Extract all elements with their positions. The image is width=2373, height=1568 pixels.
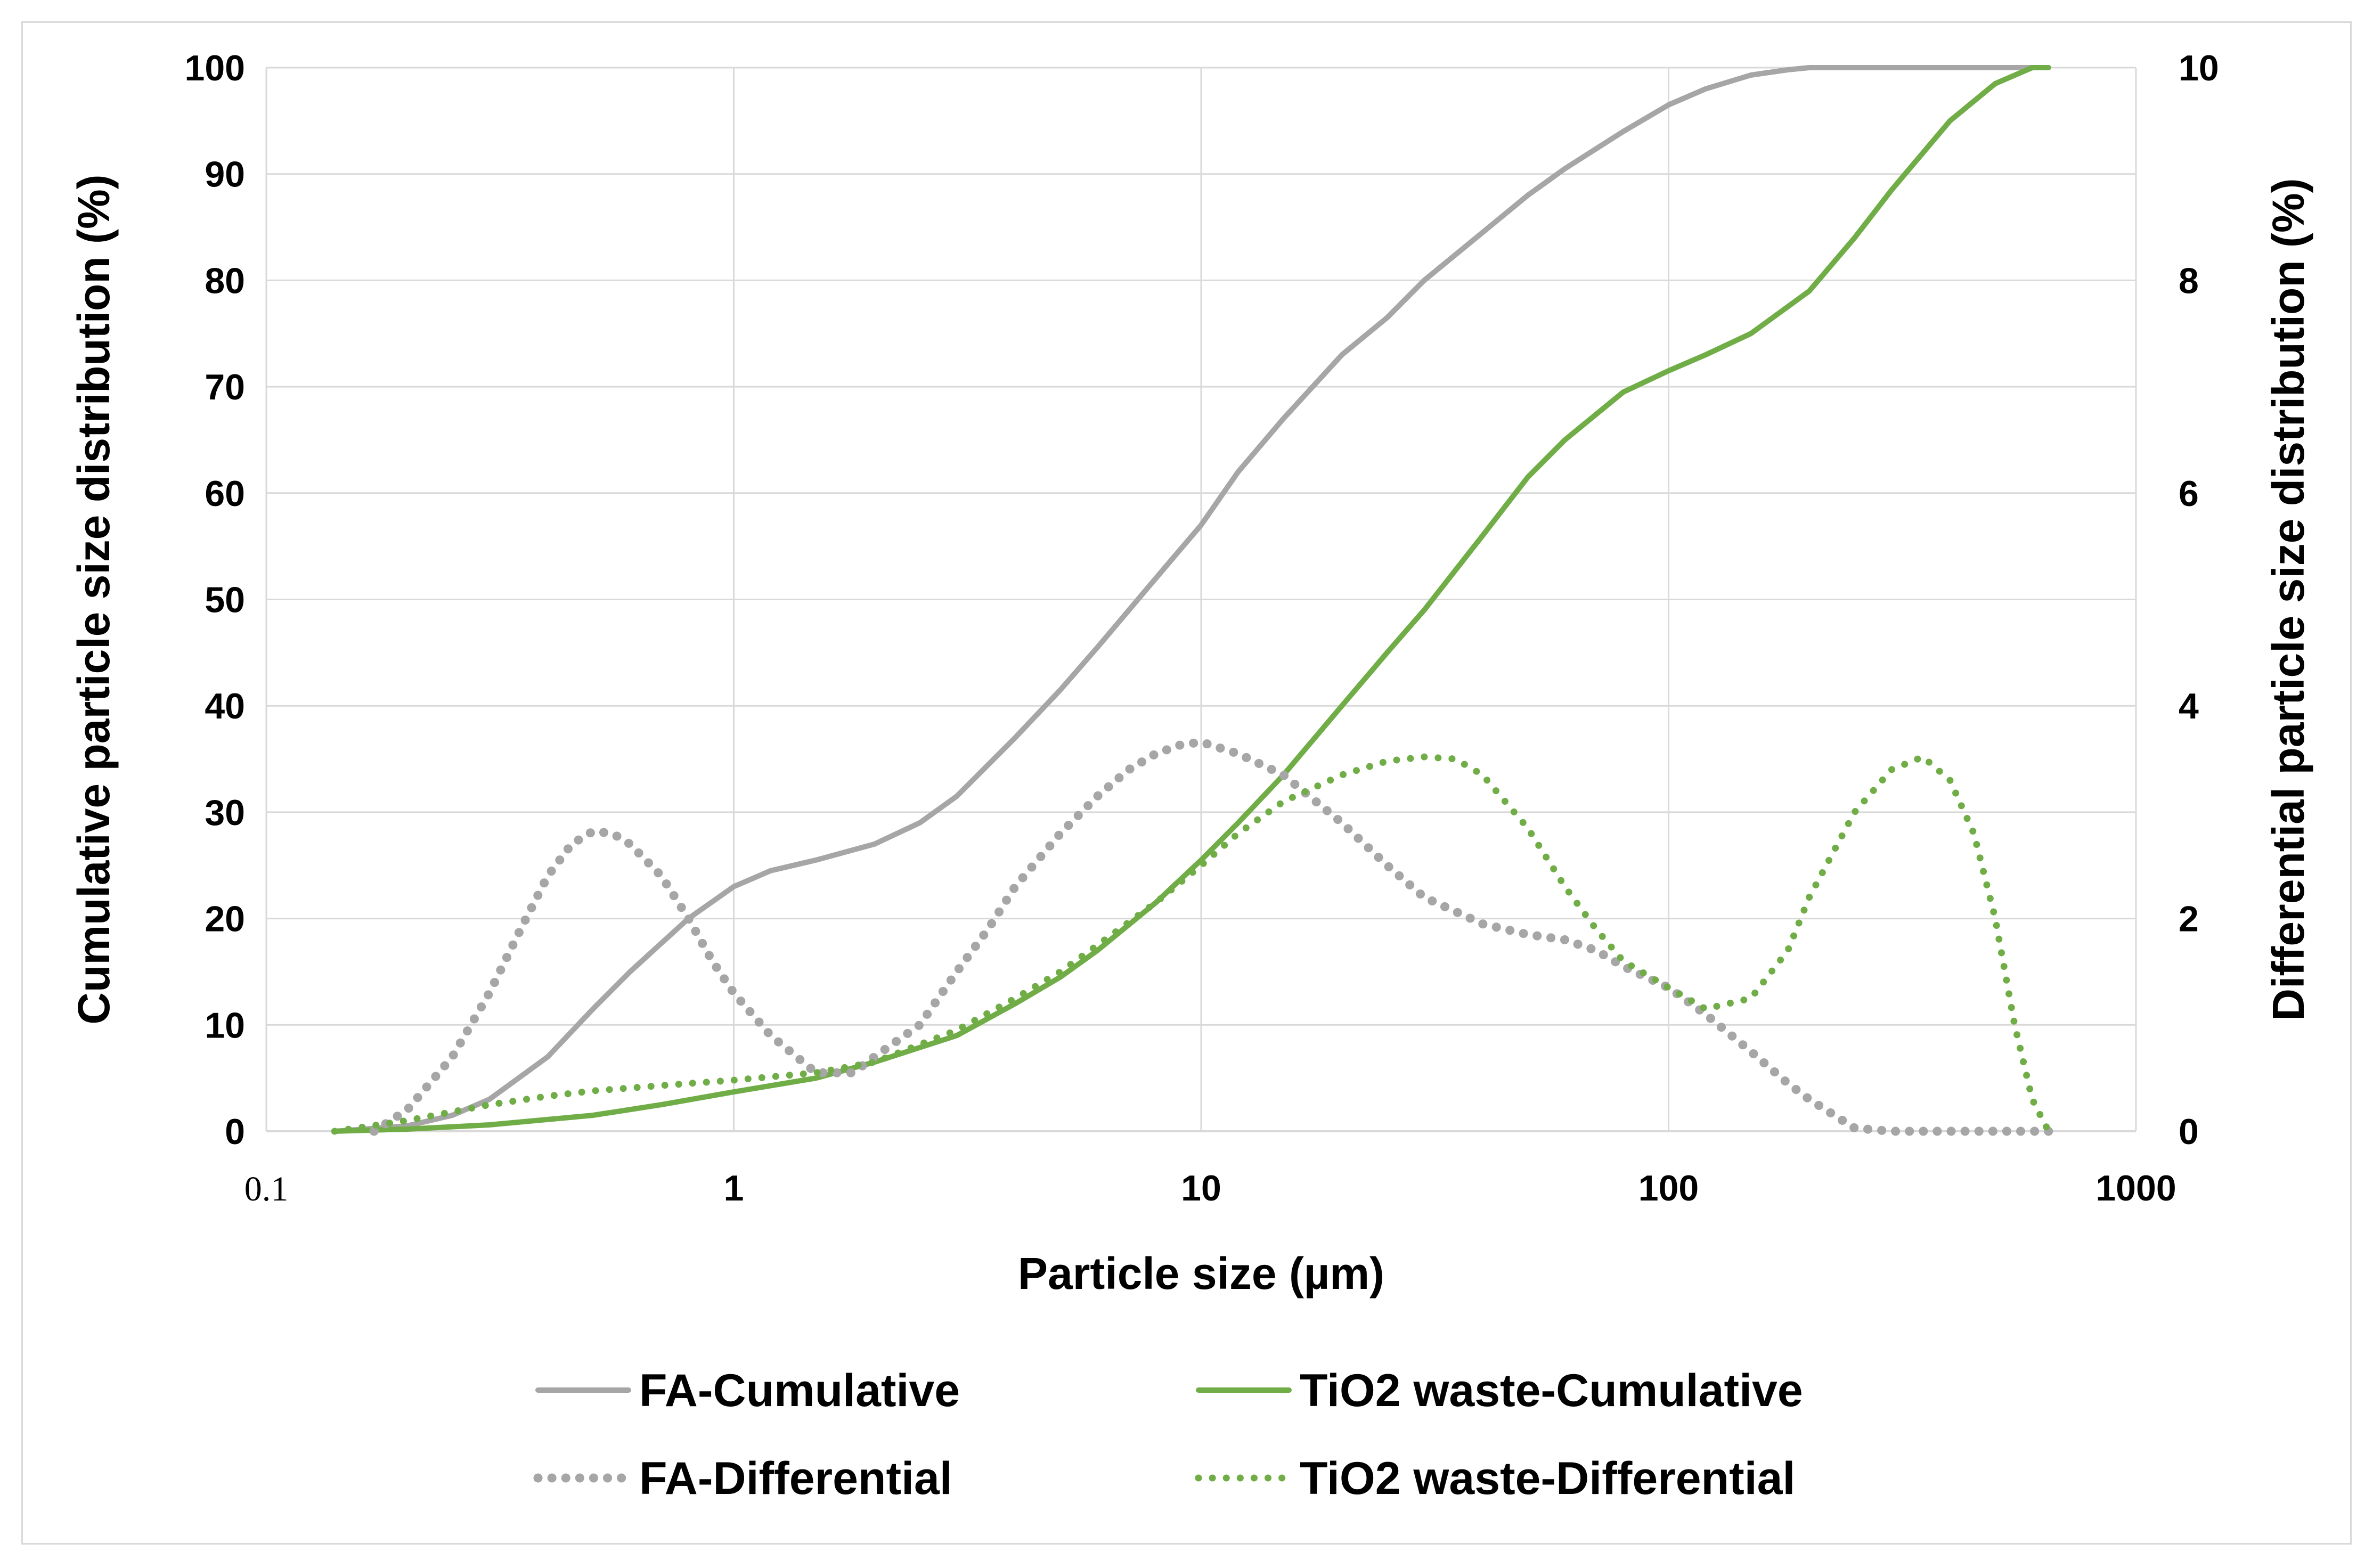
x-tick-label: 100 bbox=[1638, 1168, 1699, 1208]
y-tick-label: 90 bbox=[205, 154, 245, 195]
gridlines bbox=[266, 67, 2136, 1131]
y2-tick-label: 0 bbox=[2179, 1112, 2199, 1152]
legend-item-tio2-differential: TiO2 waste-Differential bbox=[1195, 1453, 1795, 1504]
y-tick-label: 20 bbox=[205, 899, 245, 940]
y-tick-label: 40 bbox=[205, 686, 245, 726]
legend-label-fa-differential: FA-Differential bbox=[639, 1453, 952, 1504]
legend-label-tio2-cumulative: TiO2 waste-Cumulative bbox=[1300, 1365, 1803, 1416]
y2-tick-label: 10 bbox=[2179, 48, 2219, 88]
x-tick-label: 10 bbox=[1181, 1168, 1221, 1208]
y2-tick-label: 4 bbox=[2179, 686, 2199, 726]
y2-tick-label: 2 bbox=[2179, 899, 2199, 940]
legend: FA-Cumulative TiO2 waste-Cumulative FA-D… bbox=[533, 1365, 1803, 1504]
y-tick-label: 60 bbox=[205, 473, 245, 514]
x-axis-title: Particle size (µm) bbox=[1018, 1248, 1384, 1298]
chart-frame bbox=[21, 21, 2352, 1545]
x-tick-label: 1 bbox=[724, 1168, 744, 1208]
y2-tick-label: 8 bbox=[2179, 260, 2199, 301]
series-line-fa-differential bbox=[369, 737, 2053, 1136]
y2-axis-title: Differential particle size distribution … bbox=[2263, 178, 2313, 1020]
y-tick-label: 50 bbox=[205, 580, 245, 620]
y-tick-label: 0 bbox=[225, 1112, 245, 1152]
legend-item-fa-differential: FA-Differential bbox=[533, 1453, 952, 1504]
series-line-fa-cumulative bbox=[332, 65, 2051, 1134]
series-lines bbox=[331, 65, 2053, 1136]
y2-tick-label: 6 bbox=[2179, 473, 2199, 514]
legend-label-tio2-differential: TiO2 waste-Differential bbox=[1300, 1453, 1795, 1504]
y-tick-label: 10 bbox=[205, 1005, 245, 1046]
series-line-tio2-waste-differential bbox=[331, 753, 2052, 1135]
legend-item-tio2-cumulative: TiO2 waste-Cumulative bbox=[1196, 1365, 1803, 1416]
y-tick-label: 80 bbox=[205, 260, 245, 301]
x-tick-label: 1000 bbox=[2095, 1168, 2176, 1208]
series-line-tio2-waste-cumulative bbox=[332, 65, 2051, 1134]
y-axis-title: Cumulative particle size distribution (%… bbox=[69, 174, 119, 1024]
y-tick-label: 70 bbox=[205, 367, 245, 407]
y-tick-label: 100 bbox=[185, 48, 245, 88]
legend-item-fa-cumulative: FA-Cumulative bbox=[535, 1365, 960, 1416]
y-tick-label: 30 bbox=[205, 793, 245, 833]
legend-label-fa-cumulative: FA-Cumulative bbox=[639, 1365, 960, 1416]
x-tick-label: 0.1 bbox=[244, 1170, 289, 1208]
